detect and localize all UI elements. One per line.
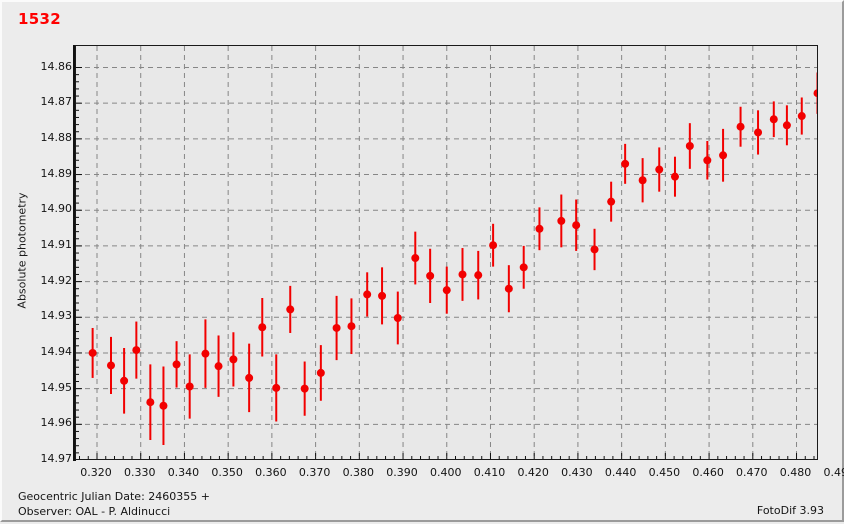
x-tick-label: 0.480 <box>779 466 812 479</box>
data-point <box>736 122 745 131</box>
data-point <box>245 373 254 382</box>
data-point <box>458 270 467 279</box>
data-point <box>363 290 372 299</box>
data-point <box>769 115 778 124</box>
y-tick-label: 14.97 <box>40 452 73 465</box>
x-tick-label: 0.370 <box>298 466 331 479</box>
data-point <box>557 216 566 225</box>
y-tick-label: 14.93 <box>40 309 73 323</box>
data-point <box>411 254 420 263</box>
data-point <box>286 305 295 314</box>
data-point <box>120 376 129 385</box>
data-point <box>519 263 528 272</box>
data-point <box>703 156 712 165</box>
data-point <box>797 112 806 121</box>
x-tick-label: 0.490 <box>823 466 844 479</box>
data-point <box>442 286 451 295</box>
y-tick-label: 14.88 <box>40 130 73 144</box>
data-point <box>214 362 223 371</box>
data-point <box>572 221 581 230</box>
x-tick-label: 0.350 <box>211 466 243 479</box>
data-point <box>258 323 267 332</box>
x-tick-label: 0.400 <box>430 466 462 479</box>
data-point <box>347 322 356 331</box>
data-point <box>132 346 141 355</box>
data-point <box>185 382 194 391</box>
x-tick-label: 0.320 <box>80 466 112 479</box>
data-point <box>474 271 483 280</box>
data-point <box>159 401 168 410</box>
data-point <box>719 151 728 160</box>
y-tick-label: 14.87 <box>40 95 73 109</box>
data-point <box>378 291 387 300</box>
x-tick-label: 0.390 <box>386 466 418 479</box>
data-point <box>201 349 210 358</box>
y-tick-label: 14.94 <box>40 344 73 358</box>
x-tick-label: 0.470 <box>736 466 768 479</box>
x-tick-label: 0.440 <box>604 466 637 479</box>
software-credit: FotoDif 3.93 <box>756 504 824 517</box>
data-point <box>393 313 402 322</box>
x-tick-label: 0.460 <box>692 466 724 479</box>
data-point <box>300 384 309 393</box>
data-point <box>272 383 281 392</box>
x-tick-label: 0.450 <box>648 466 681 479</box>
data-point <box>504 284 513 293</box>
data-point <box>332 323 341 332</box>
data-point <box>685 142 694 150</box>
data-point <box>316 368 325 377</box>
y-tick-label: 14.95 <box>40 380 73 394</box>
footer-info: Geocentric Julian Date: 2460355 + Observ… <box>18 489 210 519</box>
y-axis-tick-labels: 14.86 14.87 14.88 14.89 14.90 14.91 14.92 14.93… <box>16 2 73 524</box>
y-tick-label: 14.86 <box>40 59 73 73</box>
data-point <box>590 245 599 254</box>
data-point <box>607 197 616 206</box>
y-tick-label: 14.91 <box>40 237 73 251</box>
data-series <box>88 72 817 446</box>
x-tick-label: 0.330 <box>123 466 156 479</box>
data-point <box>754 128 763 137</box>
page-title: 1532 <box>18 10 61 28</box>
data-point <box>813 89 817 98</box>
x-tick-label: 0.410 <box>473 466 506 479</box>
data-point <box>638 176 647 185</box>
data-point <box>670 172 679 181</box>
data-point <box>782 121 791 130</box>
y-axis-line <box>73 45 76 461</box>
scatter-plot-svg <box>76 46 817 459</box>
data-point <box>229 355 238 364</box>
y-tick-label: 14.90 <box>40 202 73 216</box>
x-tick-label: 0.360 <box>255 466 287 479</box>
data-point <box>535 224 544 233</box>
data-point <box>489 241 498 250</box>
data-point <box>146 398 155 407</box>
data-point <box>426 271 435 280</box>
x-tick-label: 0.420 <box>517 466 549 479</box>
observer-line: Observer: OAL - P. Aldinucci <box>18 505 171 518</box>
x-tick-label: 0.380 <box>342 466 375 479</box>
data-point <box>621 159 630 168</box>
data-point <box>655 165 664 174</box>
data-point <box>106 361 115 370</box>
x-tick-label: 0.430 <box>561 466 593 479</box>
axis-ticks <box>76 67 815 459</box>
plot-area <box>75 45 818 460</box>
data-point <box>88 348 97 357</box>
y-tick-label: 14.89 <box>40 166 73 180</box>
x-tick-label: 0.340 <box>167 466 200 479</box>
data-point <box>172 360 181 369</box>
julian-date-line: Geocentric Julian Date: 2460355 + <box>18 490 210 503</box>
y-tick-label: 14.96 <box>40 416 73 430</box>
y-tick-label: 14.92 <box>40 273 73 287</box>
